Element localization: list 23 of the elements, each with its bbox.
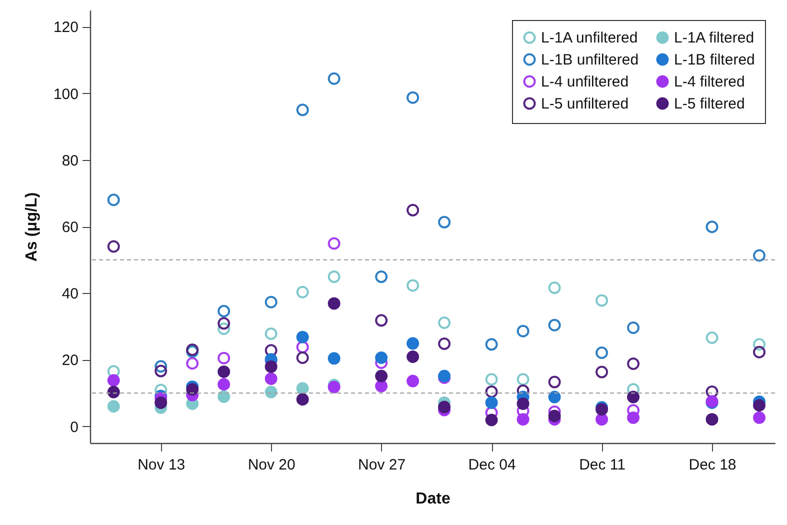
x-tick-label: Dec 18 [688,456,736,474]
x-tick-label: Nov 13 [138,456,186,474]
legend-label: L-1B filtered [674,52,755,68]
x-tick-label: Dec 04 [468,456,516,474]
y-tick-label: 20 [62,352,78,370]
legend-label: L-1A unfiltered [541,30,638,47]
legend-label: L-1A filtered [674,30,754,47]
y-tick-label: 0 [70,418,78,436]
legend-label: L-1B unfiltered [541,52,639,68]
y-tick-label: 60 [62,219,78,236]
y-tick-label: 80 [62,152,78,170]
x-axis-title: Date [416,490,450,508]
legend-label: L-4 unfiltered [541,74,629,90]
legend-label: L-4 filtered [674,74,745,90]
x-tick-label: Dec 11 [579,456,626,474]
y-tick-label: 40 [62,286,78,303]
x-tick-label: Nov 27 [358,456,406,474]
legend-label: L-5 filtered [674,96,745,112]
legend-label: L-5 unfiltered [541,96,629,112]
x-tick-label: Nov 20 [248,456,296,474]
y-axis-title: As (μg/L) [23,192,40,262]
y-tick-label: 120 [53,19,78,36]
y-tick-label: 100 [53,86,78,103]
